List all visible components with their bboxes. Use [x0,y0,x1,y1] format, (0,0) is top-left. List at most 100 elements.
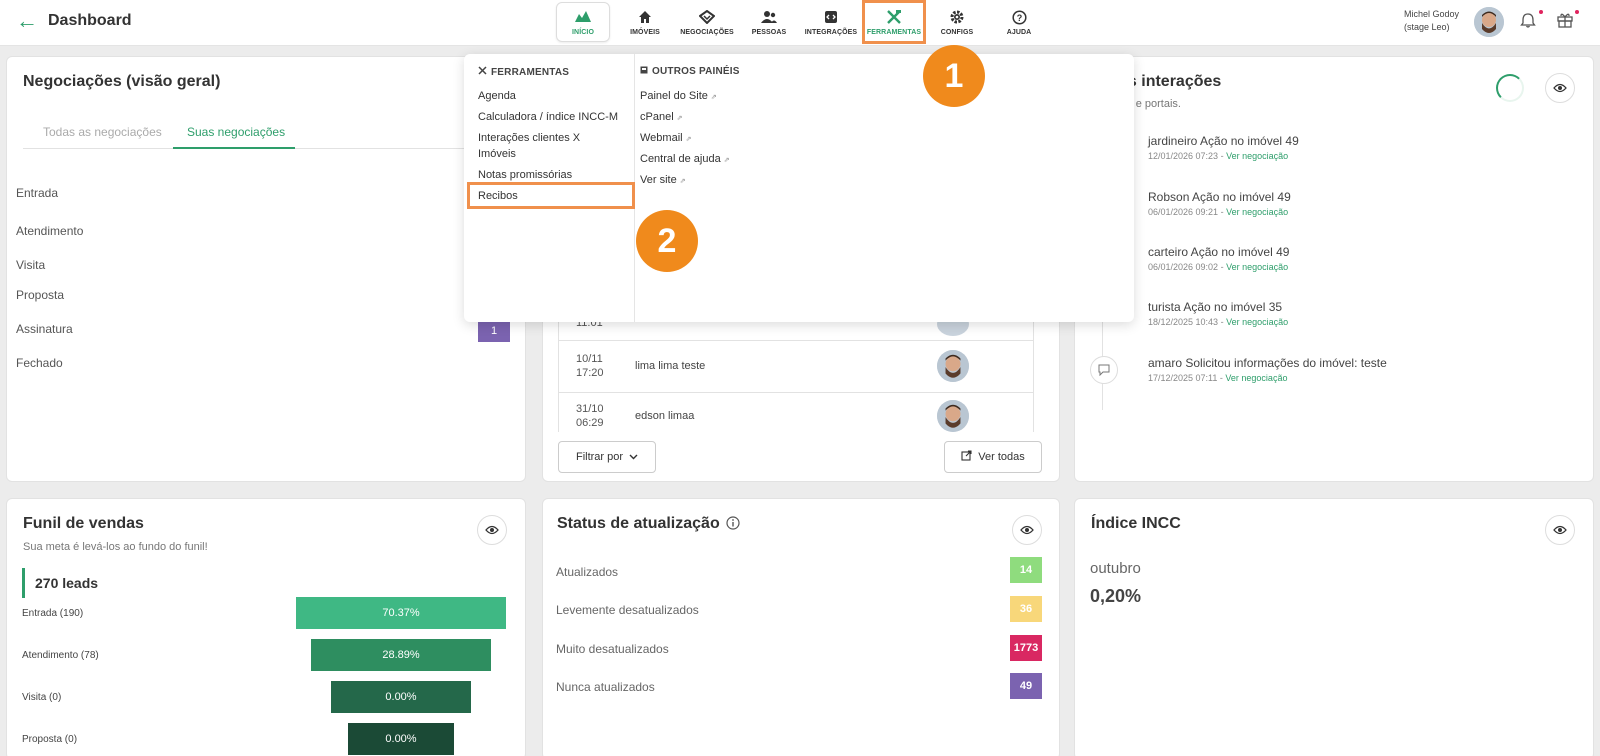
external-link-icon: ⇗ [685,136,692,143]
section-title: OUTROS PAINÉIS [652,66,740,77]
menu-item-recibos[interactable]: Recibos [478,190,518,202]
status-count-badge[interactable]: 14 [1010,557,1042,583]
card-title: Índice INCC [1091,515,1181,532]
logo-icon [574,8,592,26]
gift-icon[interactable] [1556,12,1574,33]
menu-item-label: Imóveis [478,148,516,160]
eye-icon[interactable] [1012,515,1042,545]
status-count-badge[interactable]: 49 [1010,673,1042,699]
nav-label: NEGOCIAÇÕES [680,29,734,36]
view-negotiation-link[interactable]: Ver negociação [1225,373,1288,383]
menu-item-label: cPanel [640,111,674,123]
avatar [937,400,969,432]
filter-button[interactable]: Filtrar por [558,441,656,473]
nav-pessoas[interactable]: PESSOAS [738,0,800,44]
back-button[interactable]: ← Dashboard [16,10,132,32]
status-count-badge[interactable]: 36 [1010,596,1042,622]
funnel-stage-label: Proposta (0) [22,734,78,745]
ferramentas-section-header: FERRAMENTAS [478,66,569,78]
tab-all-negotiations[interactable]: Todas as negociações [43,125,162,139]
menu-item-notas-promissorias[interactable]: Notas promissórias [478,169,573,181]
status-count-badge[interactable]: 1773 [1010,635,1042,661]
row-divider [559,392,1033,393]
filter-label: Filtrar por [575,451,624,463]
nav-integracoes[interactable]: INTEGRAÇÕES [800,0,862,44]
tools-icon [478,66,487,78]
outros-paineis-section-header: OUTROS PAINÉIS [640,66,740,77]
interaction-title: Robson Ação no imóvel 49 [1148,190,1291,204]
funnel-bar[interactable]: 70.37% [296,597,506,629]
menu-item-ver-site[interactable]: Ver site ⇗ [640,172,686,190]
funnel-bar[interactable]: 0.00% [348,723,454,755]
funnel-bar[interactable]: 28.89% [311,639,491,671]
incc-month: outubro [1090,560,1141,577]
menu-item-webmail[interactable]: Webmail ⇗ [640,130,691,148]
negotiations-card: Negociações (visão geral) Todas as negoc… [6,56,526,482]
nav-negociacoes[interactable]: NEGOCIAÇÕES [676,0,738,44]
menu-item-calculadora[interactable]: Calculadora / índice INCC-M [478,111,618,123]
view-negotiation-link[interactable]: Ver negociação [1226,207,1289,217]
interaction-item: jardineiro Ação no imóvel 49 12/01/2026 … [1148,134,1299,161]
tab-your-negotiations[interactable]: Suas negociações [187,125,286,139]
home-icon [638,8,652,26]
row-name: edson limaa [635,410,695,422]
menu-item-label: Webmail [640,132,683,144]
leads-count: 270 leads [22,568,98,598]
card-title: Negociações (visão geral) [23,73,221,90]
nav-ajuda[interactable]: ? AJUDA [988,0,1050,44]
funnel-stage-label: Atendimento (78) [22,650,99,661]
menu-item-interacoes[interactable]: Interações clientes X Imóveis [478,130,580,162]
avatar[interactable] [1474,7,1504,37]
incc-index-card: Índice INCC [1074,498,1594,756]
funnel-stage-label: Visita (0) [22,692,62,703]
view-negotiation-link[interactable]: Ver negociação [1226,317,1289,327]
external-link-icon: ⇗ [710,94,717,101]
menu-item-cpanel[interactable]: cPanel ⇗ [640,109,683,127]
interaction-meta: 06/01/2026 09:21 - Ver negociação [1148,207,1289,217]
eye-icon[interactable] [477,515,507,545]
row-date: 31/10 06:29 [576,403,604,429]
bell-icon[interactable] [1520,12,1536,33]
eye-icon[interactable] [1545,515,1575,545]
menu-item-central-de-ajuda[interactable]: Central de ajuda ⇗ [640,151,730,169]
stage-fechado: Fechado [16,356,63,370]
people-icon [761,8,777,26]
view-all-button[interactable]: Ver todas [944,441,1042,473]
section-title: FERRAMENTAS [491,66,570,78]
nav-ferramentas[interactable]: FERRAMENTAS [862,0,926,44]
handshake-icon [699,8,715,26]
view-all-label: Ver todas [978,451,1025,463]
update-status-card: Status de atualização [542,498,1060,756]
card-title: as interações [1119,73,1222,90]
interaction-title: jardineiro Ação no imóvel 49 [1148,134,1299,148]
incc-value: 0,20% [1090,586,1142,606]
menu-item-agenda[interactable]: Agenda [478,90,516,102]
view-negotiation-link[interactable]: Ver negociação [1226,151,1289,161]
menu-item-painel-do-site[interactable]: Painel do Site ⇗ [640,88,717,106]
info-icon[interactable] [726,516,740,535]
interaction-item: Robson Ação no imóvel 49 06/01/2026 09:2… [1148,190,1291,217]
nav-label: INÍCIO [572,29,594,36]
panel-icon [640,66,648,77]
nav-label: INTEGRAÇÕES [804,29,858,36]
status-label: Nunca atualizados [556,680,655,694]
user-info[interactable]: Michel Godoy (stage Leo) [1404,8,1459,34]
nav-imoveis[interactable]: IMÓVEIS [614,0,676,44]
step-marker-2: 2 [636,210,698,272]
external-link-icon [961,450,972,464]
funnel-bar[interactable]: 0.00% [331,681,471,713]
code-box-icon [824,8,838,26]
stage-proposta: Proposta [16,288,65,302]
view-negotiation-link[interactable]: Ver negociação [1226,262,1289,272]
funnel-stage-label: Entrada (190) [22,608,84,619]
menu-item-label: Central de ajuda [640,153,721,165]
help-icon: ? [1011,8,1027,26]
svg-text:?: ? [1016,13,1022,23]
nav-inicio[interactable]: INÍCIO [556,2,610,42]
negotiations-table: 11:01 10/11 17:20 lima lima teste 31/10 06… [558,312,1034,432]
eye-icon[interactable] [1545,73,1575,103]
assinatura-count-badge[interactable]: 1 [478,320,510,342]
nav-configs[interactable]: CONFIGS [926,0,988,44]
active-tab-indicator [173,147,295,149]
stage-visita: Visita [16,258,46,272]
